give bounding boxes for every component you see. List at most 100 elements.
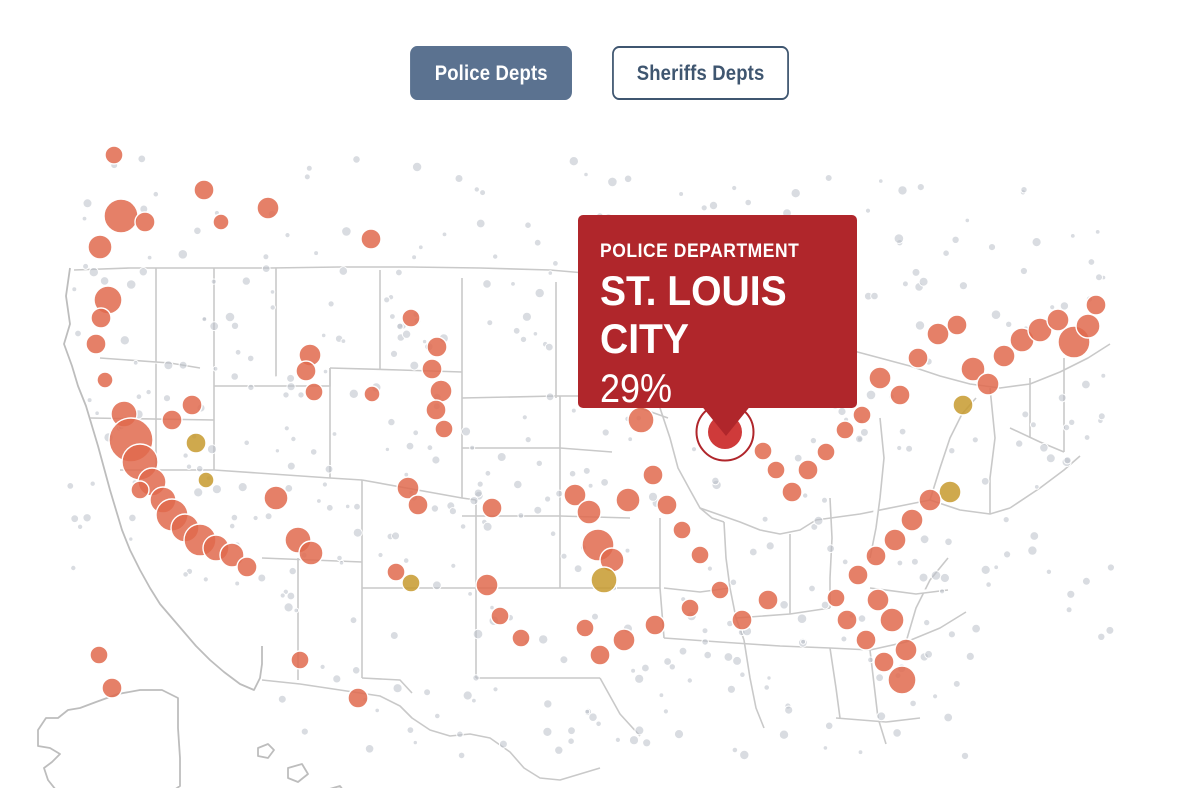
map-dot[interactable] [710, 580, 730, 600]
map-dot[interactable] [212, 213, 230, 231]
map-dot[interactable] [852, 405, 872, 425]
map-dot[interactable] [757, 589, 779, 611]
map-dot-low [552, 260, 559, 267]
map-dot[interactable] [304, 382, 324, 402]
map-dot[interactable] [952, 394, 974, 416]
state-line [829, 647, 841, 719]
map-dot[interactable] [193, 179, 215, 201]
map-dot[interactable] [401, 308, 421, 328]
map-dot[interactable] [263, 485, 289, 511]
map-dot[interactable] [753, 441, 773, 461]
map-dot[interactable] [85, 333, 107, 355]
map-dot-low [1057, 393, 1067, 403]
map-dot[interactable] [386, 562, 406, 582]
map-dot[interactable] [87, 234, 113, 260]
map-dot[interactable] [219, 542, 245, 568]
map-dot[interactable] [644, 614, 666, 636]
map-dot[interactable] [236, 556, 258, 578]
map-dot[interactable] [992, 344, 1016, 368]
map-dot[interactable] [615, 487, 641, 513]
map-dot[interactable] [926, 322, 950, 346]
map-dot[interactable] [421, 358, 443, 380]
map-dot[interactable] [104, 145, 124, 165]
map-dot[interactable] [185, 432, 207, 454]
map-dot[interactable] [826, 588, 846, 608]
map-dot[interactable] [256, 196, 280, 220]
map-dot[interactable] [1085, 294, 1107, 316]
map-dot[interactable] [835, 420, 855, 440]
map-dot[interactable] [836, 609, 858, 631]
map-dot[interactable] [89, 645, 109, 665]
map-dot-low [412, 739, 418, 746]
map-dot[interactable] [130, 480, 150, 500]
map-dot[interactable] [589, 644, 611, 666]
map-dot[interactable] [429, 379, 453, 403]
map-dot[interactable] [642, 464, 664, 486]
map-dot[interactable] [134, 211, 156, 233]
map-dot[interactable] [101, 677, 123, 699]
map-dot[interactable] [946, 314, 968, 336]
map-dot[interactable] [656, 494, 678, 516]
map-dot[interactable] [797, 459, 819, 481]
map-dot[interactable] [298, 540, 324, 566]
map-dot[interactable] [590, 566, 618, 594]
map-dot[interactable] [181, 394, 203, 416]
map-dot[interactable] [766, 460, 786, 480]
map-dot[interactable] [847, 564, 869, 586]
map-dot[interactable] [575, 618, 595, 638]
map-dot[interactable] [680, 598, 700, 618]
map-dot[interactable] [481, 497, 503, 519]
map-dot[interactable] [407, 494, 429, 516]
map-dot[interactable] [960, 356, 986, 382]
map-dot[interactable] [873, 651, 895, 673]
map-dot[interactable] [690, 545, 710, 565]
map-dot[interactable] [938, 480, 962, 504]
map-dot[interactable] [816, 442, 836, 462]
map-dot[interactable] [612, 628, 636, 652]
map-dot[interactable] [563, 483, 587, 507]
map-dot[interactable] [865, 545, 887, 567]
map-dot[interactable] [511, 628, 531, 648]
map-dot[interactable] [918, 488, 942, 512]
map-dot[interactable] [879, 607, 905, 633]
map-dot[interactable] [396, 476, 420, 500]
map-dot[interactable] [96, 371, 114, 389]
map-dot[interactable] [363, 385, 381, 403]
map-dot[interactable] [103, 198, 139, 234]
map-dot[interactable] [425, 399, 447, 421]
map-dot[interactable] [855, 629, 877, 651]
map-dot[interactable] [347, 687, 369, 709]
map-dot[interactable] [161, 409, 183, 431]
map-dot[interactable] [900, 508, 924, 532]
map-dot[interactable] [401, 573, 421, 593]
tab-sheriffs-depts[interactable]: Sheriffs Depts [611, 46, 789, 100]
map-dot[interactable] [576, 499, 602, 525]
map-dot[interactable] [889, 384, 911, 406]
map-dot[interactable] [90, 307, 112, 329]
map-dot-low [543, 699, 553, 709]
map-dot[interactable] [907, 347, 929, 369]
map-dot[interactable] [475, 573, 499, 597]
map-dot[interactable] [894, 638, 918, 662]
map-dot[interactable] [887, 665, 917, 695]
map-dot[interactable] [490, 606, 510, 626]
map-dot[interactable] [426, 336, 448, 358]
map-dot[interactable] [1046, 308, 1070, 332]
dot-layer-main[interactable] [85, 145, 1107, 709]
map-dot[interactable] [197, 471, 215, 489]
map-dot[interactable] [434, 419, 454, 439]
map-dot[interactable] [868, 366, 892, 390]
map-dot[interactable] [360, 228, 382, 250]
map-dot[interactable] [295, 360, 317, 382]
map-dot[interactable] [866, 588, 890, 612]
map-dot-low [456, 730, 464, 739]
map-dot[interactable] [781, 481, 803, 503]
map-dot[interactable] [672, 520, 692, 540]
tab-police-depts[interactable]: Police Depts [410, 46, 573, 100]
map-dot[interactable] [1075, 313, 1101, 339]
map-dot[interactable] [883, 528, 907, 552]
map-dot[interactable] [976, 372, 1000, 396]
map-dot[interactable] [731, 609, 753, 631]
state-line [1009, 455, 1081, 509]
map-dot[interactable] [290, 650, 310, 670]
